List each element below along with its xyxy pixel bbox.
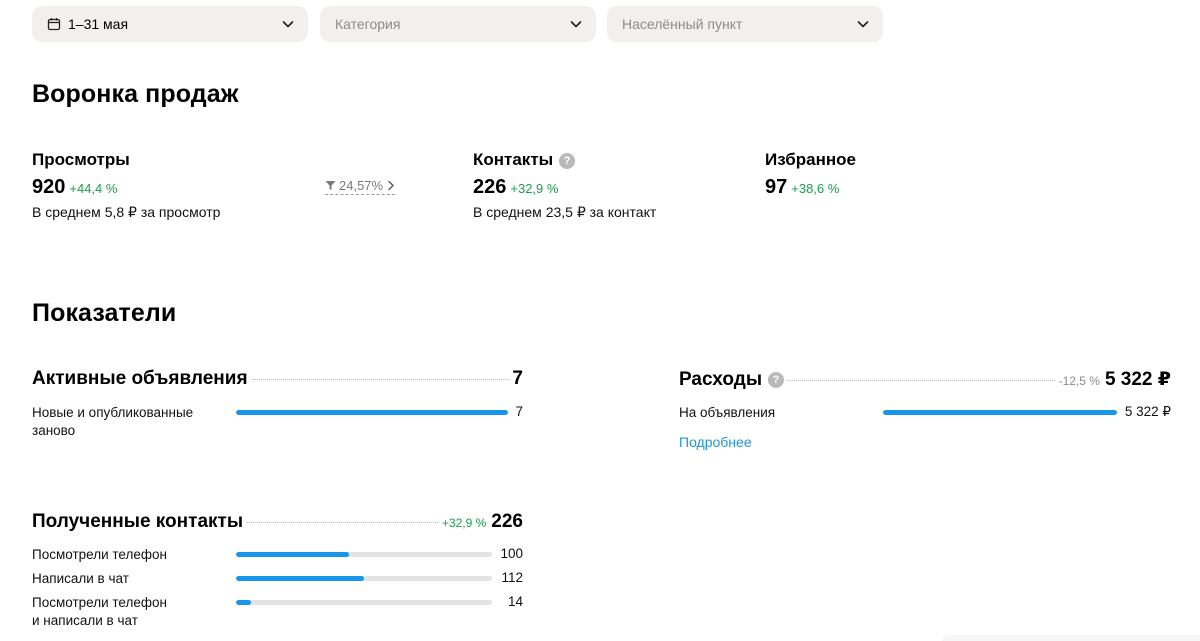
expenses-delta: -12,5 % (1058, 374, 1100, 388)
contacts-value: 226 (473, 176, 507, 198)
contacts-value-row: 226 +32,9 % (473, 176, 558, 199)
calendar-icon (47, 17, 61, 31)
views-value: 920 (32, 176, 66, 198)
views-delta: +44,4 % (69, 181, 118, 196)
category-filter[interactable]: Категория (320, 6, 596, 42)
received-contacts-total: 226 (491, 511, 523, 532)
favorites-title: Избранное (765, 150, 856, 169)
contacts-row-label: Посмотрели телефон и написали в чат (32, 594, 232, 630)
contacts-row-bar-fill (236, 600, 252, 605)
favorites-value: 97 (765, 176, 788, 198)
contacts-row-label: Посмотрели телефон (32, 546, 232, 564)
contacts-subtitle: В среднем 23,5 ₽ за контакт (473, 204, 657, 220)
active-ads-row-value: 7 (515, 404, 523, 419)
conversion-value: 24,57% (339, 178, 384, 193)
period-filter[interactable]: 1–31 мая (32, 6, 308, 42)
favorites-value-row: 97 +38,6 % (765, 176, 839, 199)
chevron-down-icon (569, 17, 583, 31)
row-label-line1: Посмотрели телефон (32, 595, 167, 610)
help-icon[interactable]: ? (768, 372, 785, 388)
indicators-title: Показатели (32, 299, 177, 327)
funnel-title: Воронка продаж (32, 80, 239, 108)
expenses-row-value: 5 322 ₽ (1124, 404, 1171, 419)
contacts-row-value: 112 (501, 570, 523, 585)
row-label-line1: Посмотрели телефон (32, 547, 167, 562)
category-filter-placeholder: Категория (335, 16, 401, 32)
received-contacts-delta: +32,9 % (441, 516, 487, 530)
contacts-row-bar (236, 552, 492, 557)
active-ads-row-label: Новые и опубликованные заново (32, 404, 222, 440)
views-subtitle: В среднем 5,8 ₽ за просмотр (32, 204, 221, 220)
favorites-delta: +38,6 % (791, 181, 840, 196)
expenses-row-label: На объявления (679, 405, 776, 420)
contacts-row-label: Написали в чат (32, 570, 232, 588)
expenses-header: Расходы ? -12,5 % 5 322 ₽ (679, 368, 1171, 391)
expenses-bar (883, 410, 1117, 415)
received-contacts-header: Полученные контакты +32,9 % 226 (32, 511, 523, 533)
active-ads-header: Активные объявления 7 (32, 368, 523, 390)
row-label-line1: Написали в чат (32, 571, 129, 586)
row-label-line1: Новые и опубликованные (32, 405, 194, 420)
chevron-down-icon (281, 17, 295, 31)
expenses-total: 5 322 ₽ (1104, 369, 1171, 390)
bottom-panel-edge (942, 635, 1200, 641)
period-filter-value: 1–31 мая (68, 16, 129, 32)
views-value-row: 920 +44,4 % (32, 176, 117, 199)
active-ads-total: 7 (512, 368, 523, 389)
active-ads-title: Активные объявления (32, 368, 248, 389)
chevron-down-icon (856, 17, 870, 31)
active-ads-bar (236, 410, 508, 415)
contacts-title-row: Контакты? (473, 150, 576, 170)
location-filter-placeholder: Населённый пункт (622, 16, 743, 32)
chevron-right-icon (387, 180, 395, 191)
contacts-row-value: 14 (507, 594, 523, 609)
dotted-leader (251, 379, 509, 380)
received-contacts-title: Полученные контакты (32, 511, 244, 532)
expenses-bar-fill (883, 410, 1117, 415)
expenses-title: Расходы (679, 369, 763, 390)
active-ads-bar-fill (236, 410, 508, 415)
row-label-line2: заново (32, 423, 76, 438)
views-title: Просмотры (32, 150, 130, 169)
contacts-row-value: 100 (500, 546, 523, 561)
contacts-row-bar-fill (236, 576, 364, 581)
location-filter[interactable]: Населённый пункт (607, 6, 883, 42)
contacts-delta: +32,9 % (510, 181, 559, 196)
contacts-title: Контакты (473, 150, 554, 169)
dotted-leader (247, 522, 438, 523)
contacts-row-bar-fill (236, 552, 349, 557)
contacts-row-bar (236, 600, 492, 605)
row-label-line2: и написали в чат (32, 613, 138, 628)
help-icon[interactable]: ? (559, 152, 576, 169)
filter-icon (325, 180, 336, 191)
conversion-link[interactable]: 24,57% (325, 178, 396, 195)
dotted-leader (788, 380, 1055, 381)
details-link[interactable]: Подробнее (679, 434, 752, 450)
contacts-row-bar (236, 576, 492, 581)
